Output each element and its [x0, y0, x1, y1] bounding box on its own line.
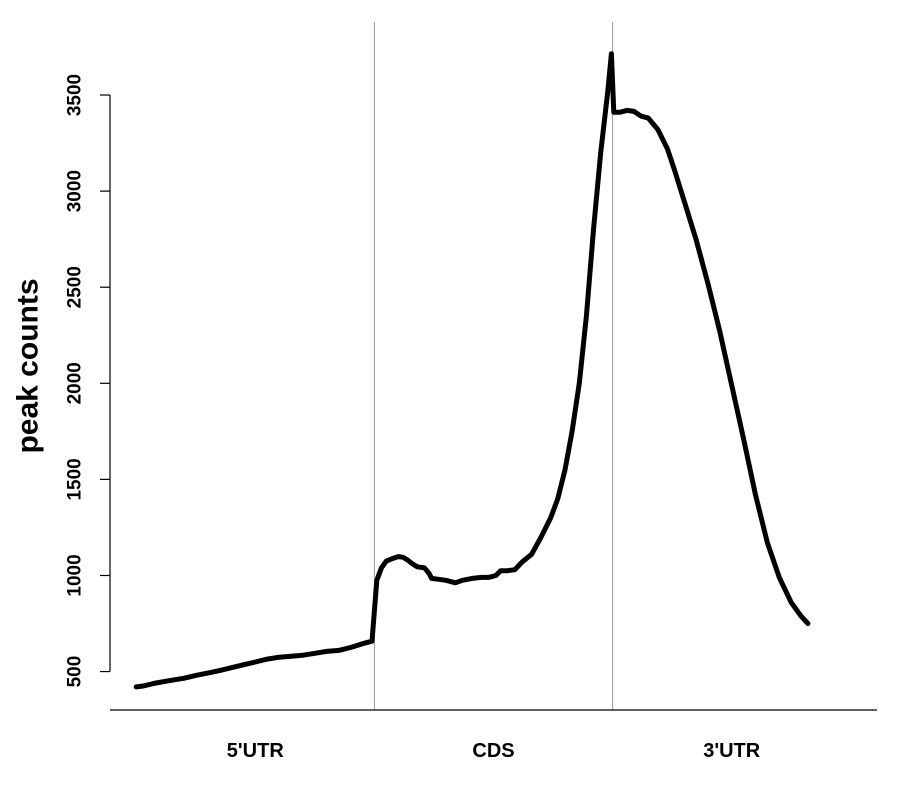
y-tick-label: 2500: [65, 266, 86, 308]
region-dividers: [373, 22, 614, 710]
y-tick-label: 1000: [65, 554, 86, 596]
x-axis-category-labels: 5'UTR CDS 3'UTR: [227, 740, 761, 762]
y-axis-ticks: 500 1000 1500 2000 2500 3000 3500: [65, 74, 110, 688]
y-tick-label: 2000: [65, 362, 86, 404]
series-line-1: [133, 51, 811, 690]
series-lines: [133, 51, 811, 690]
y-axis-title: peak counts: [12, 278, 45, 453]
category-label: CDS: [472, 740, 514, 762]
category-label: 5'UTR: [227, 740, 285, 762]
y-tick-label: 1500: [65, 458, 86, 500]
y-tick-label: 500: [65, 656, 86, 688]
y-tick-label: 3000: [65, 170, 86, 212]
category-label: 3'UTR: [703, 740, 761, 762]
axes: [109, 95, 877, 711]
y-tick-label: 3500: [65, 74, 86, 116]
